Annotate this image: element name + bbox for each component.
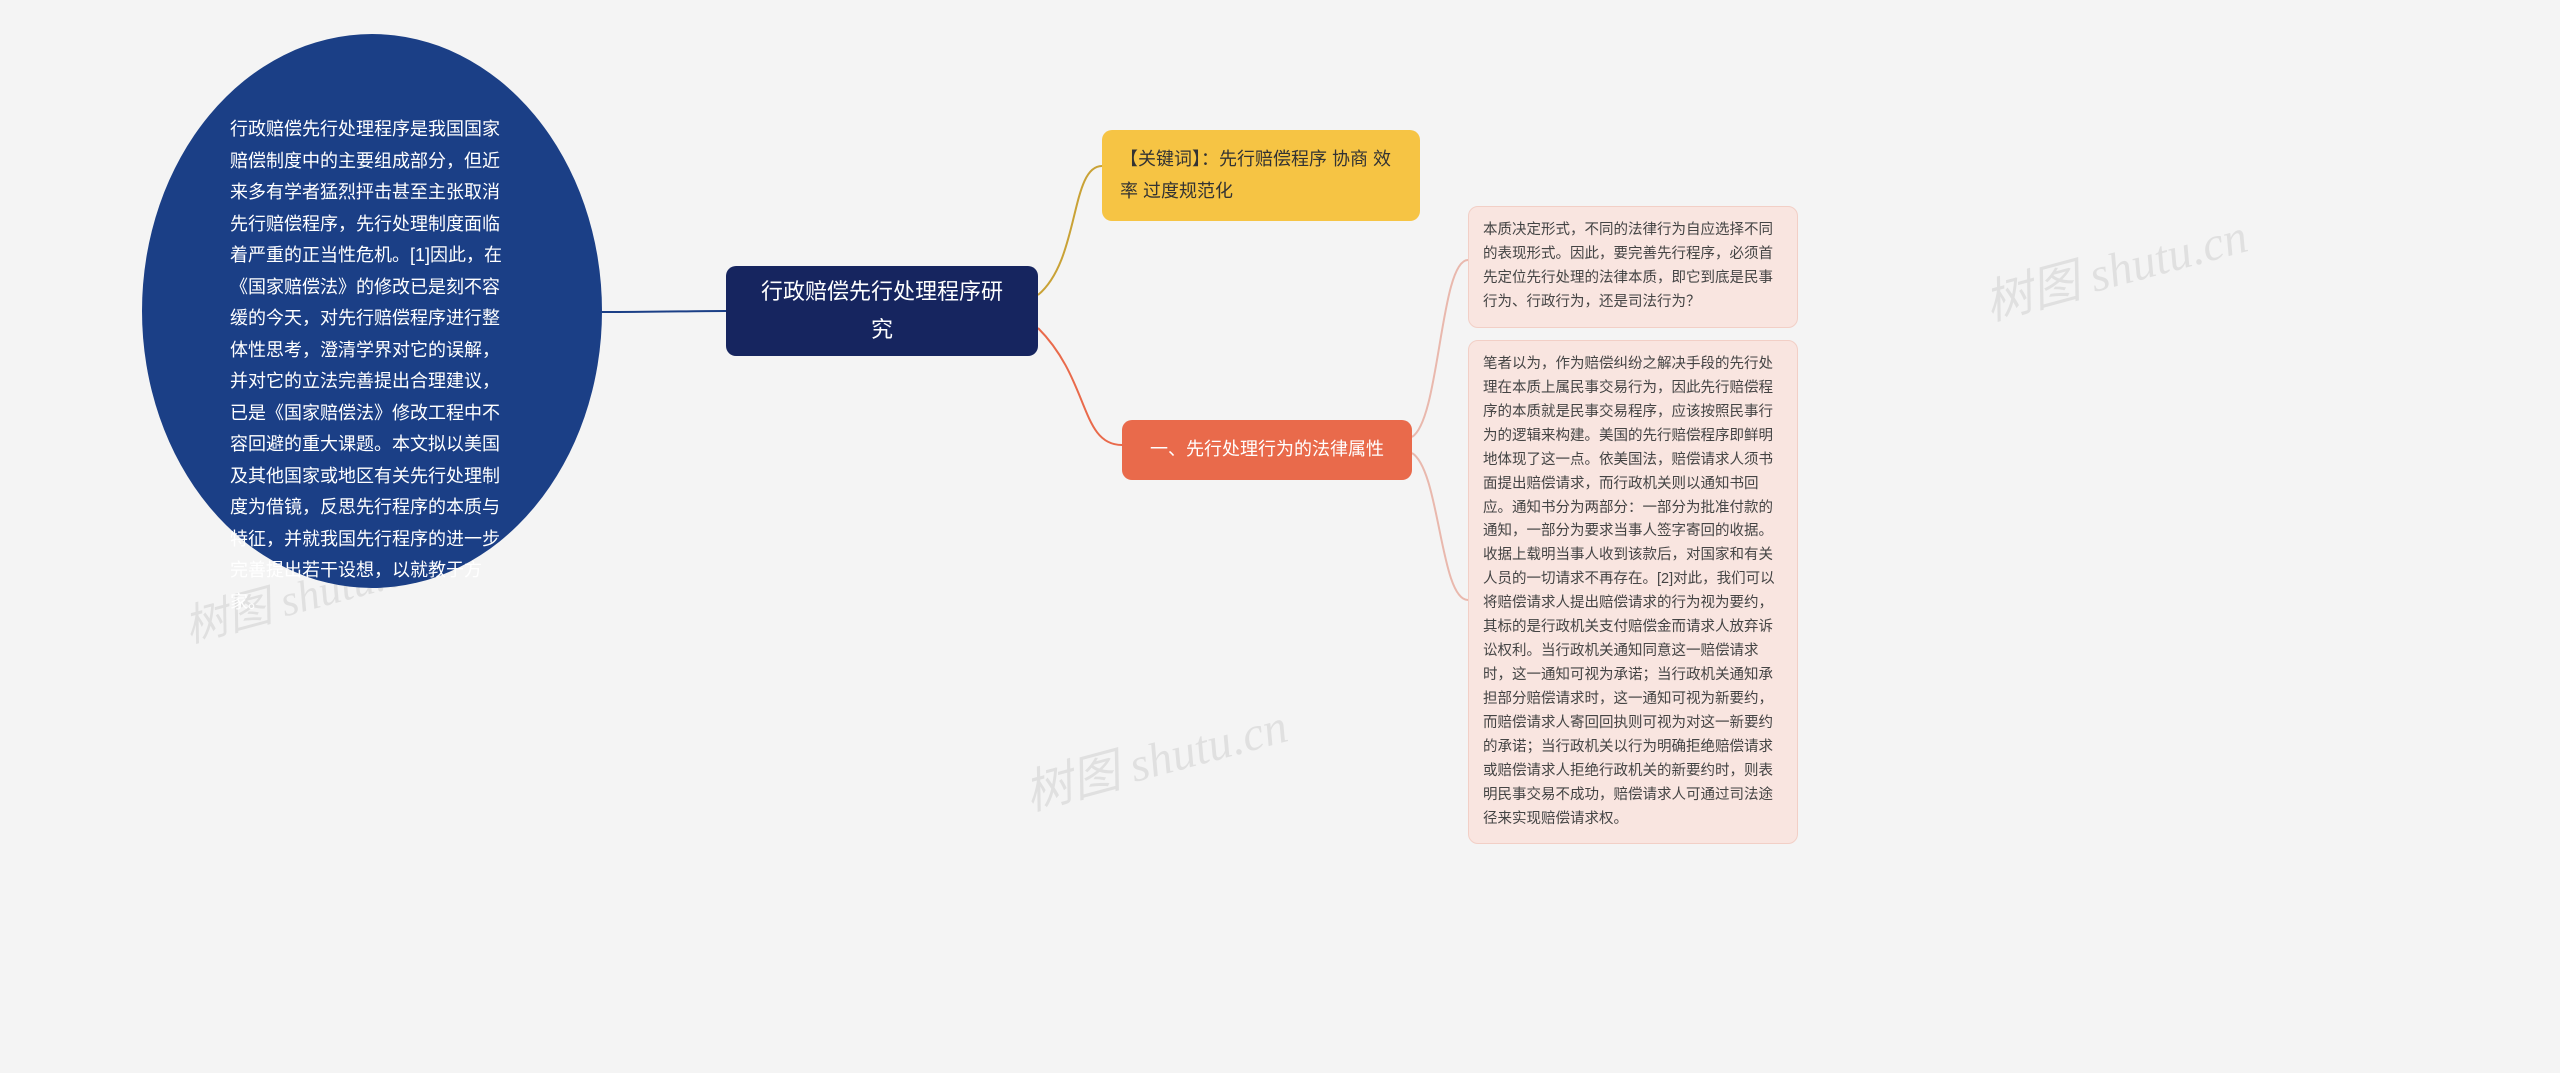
edge-center-keywords [1038, 166, 1102, 295]
section1-text: 一、先行处理行为的法律属性 [1150, 439, 1384, 459]
intro-paragraph-node[interactable]: 行政赔偿先行处理程序是我国国家赔偿制度中的主要组成部分，但近来多有学者猛烈抨击甚… [180, 64, 564, 668]
root-topic-text: 行政赔偿先行处理程序研究 [754, 273, 1010, 350]
section1-node[interactable]: 一、先行处理行为的法律属性 [1122, 420, 1412, 480]
intro-paragraph-text: 行政赔偿先行处理程序是我国国家赔偿制度中的主要组成部分，但近来多有学者猛烈抨击甚… [230, 114, 514, 618]
edge-center-section1 [1038, 328, 1122, 445]
detail-a-text: 本质决定形式，不同的法律行为自应选择不同的表现形式。因此，要完善先行程序，必须首… [1483, 222, 1773, 310]
keywords-text: 【关键词】：先行赔偿程序 协商 效率 过度规范化 [1120, 149, 1391, 201]
detail-node-b[interactable]: 笔者以为，作为赔偿纠纷之解决手段的先行处理在本质上属民事交易行为，因此先行赔偿程… [1468, 340, 1798, 844]
watermark: 树图 shutu.cn [1016, 686, 1294, 823]
root-topic-node[interactable]: 行政赔偿先行处理程序研究 [726, 266, 1038, 356]
watermark: 树图 shutu.cn [1976, 196, 2254, 333]
edge-left-center [602, 311, 726, 312]
edge-section1-detailb [1412, 453, 1468, 600]
edge-section1-detaila [1412, 260, 1468, 437]
detail-node-a[interactable]: 本质决定形式，不同的法律行为自应选择不同的表现形式。因此，要完善先行程序，必须首… [1468, 206, 1798, 328]
detail-b-text: 笔者以为，作为赔偿纠纷之解决手段的先行处理在本质上属民事交易行为，因此先行赔偿程… [1483, 356, 1775, 827]
keywords-node[interactable]: 【关键词】：先行赔偿程序 协商 效率 过度规范化 [1102, 130, 1420, 221]
